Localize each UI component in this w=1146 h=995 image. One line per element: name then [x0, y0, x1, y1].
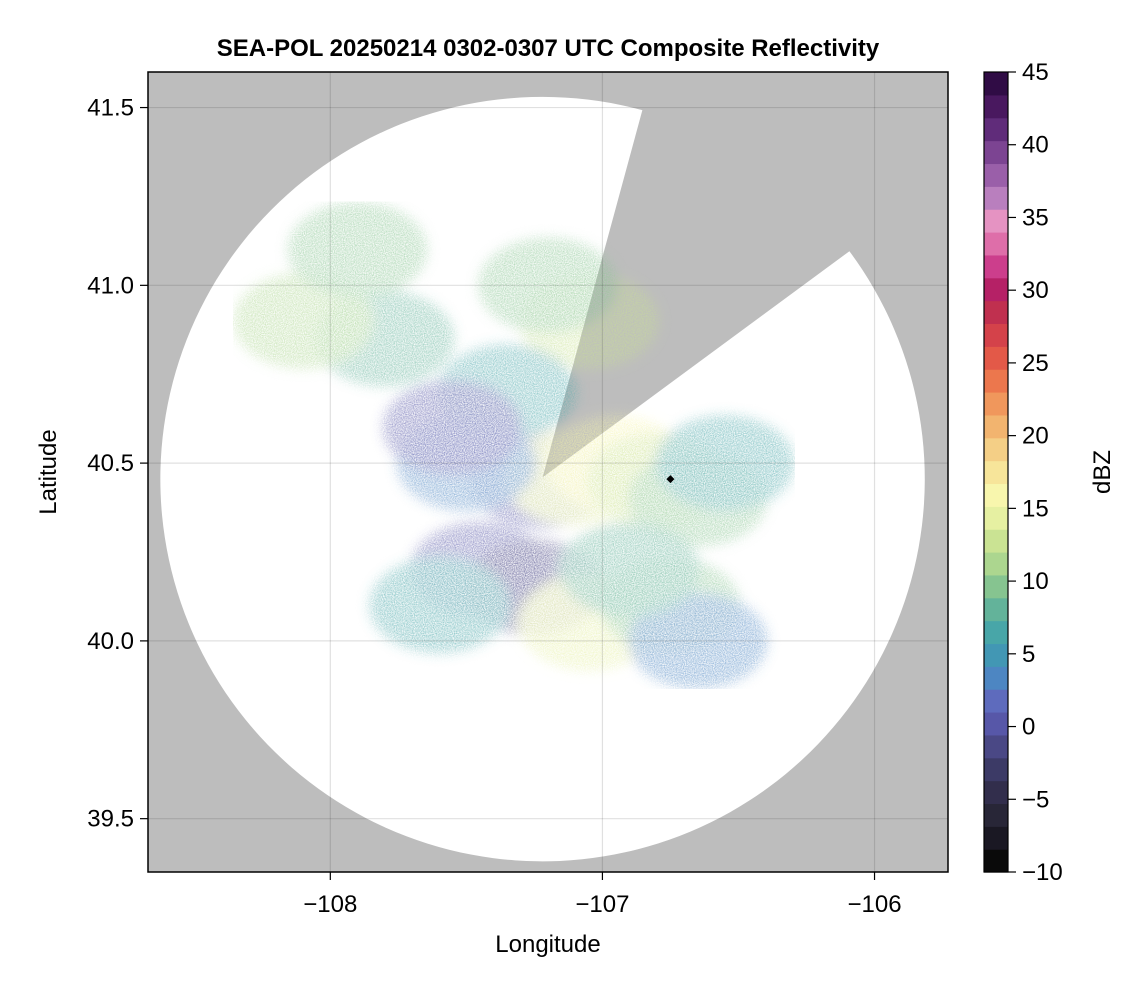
colorbar-segment — [984, 506, 1008, 530]
colorbar-segment — [984, 300, 1008, 325]
colorbar-segment — [984, 72, 1008, 96]
colorbar-segment — [984, 574, 1008, 599]
echo-cell-5 — [654, 415, 795, 512]
colorbar-segment — [984, 826, 1008, 850]
colorbar-tick-label: 5 — [1022, 641, 1035, 668]
colorbar-tick-label: −10 — [1022, 859, 1063, 886]
colorbar-segment — [984, 254, 1008, 279]
colorbar-frame — [983, 71, 1009, 873]
echo-cell-15 — [627, 592, 768, 689]
colorbar-segment — [984, 94, 1008, 119]
colorbar-segment — [984, 232, 1008, 256]
y-axis-label: Latitude — [35, 429, 62, 514]
chart-title: SEA-POL 20250214 0302-0307 UTC Composite… — [217, 35, 880, 62]
colorbar-segment — [984, 712, 1008, 736]
colorbar-segment — [984, 620, 1008, 645]
y-tick-label: 41.0 — [87, 272, 134, 299]
colorbar-tick-label: −5 — [1022, 786, 1049, 813]
colorbar-segment — [984, 529, 1008, 553]
colorbar-tick-label: 15 — [1022, 495, 1049, 522]
colorbar-tick-label: 20 — [1022, 423, 1049, 450]
colorbar-segment — [984, 414, 1008, 439]
echo-cell-17 — [369, 557, 510, 654]
colorbar-segment — [984, 689, 1008, 713]
colorbar-segment — [984, 346, 1008, 370]
colorbar-segment — [984, 849, 1008, 873]
echo-cell-10 — [382, 379, 523, 476]
colorbar-tick-label: 45 — [1022, 59, 1049, 86]
colorbar-segment — [984, 803, 1008, 827]
colorbar-tick-label: 30 — [1022, 277, 1049, 304]
colorbar-segment — [984, 666, 1008, 690]
y-axis: 39.5 40.0 40.5 41.0 41.5 — [87, 95, 148, 833]
colorbar-tick-label: 0 — [1022, 714, 1035, 741]
colorbar-segment — [984, 369, 1008, 393]
x-tick-label: −108 — [303, 891, 357, 918]
site-marker — [666, 475, 675, 484]
x-axis-label: Longitude — [495, 931, 600, 958]
colorbar-segment — [984, 209, 1008, 233]
colorbar-segment — [984, 643, 1008, 667]
colorbar-segment — [984, 734, 1008, 759]
colorbar-segment — [984, 552, 1008, 576]
y-tick-label: 39.5 — [87, 806, 134, 833]
y-tick-label: 41.5 — [87, 95, 134, 122]
marker-layer — [666, 475, 675, 484]
colorbar-segment — [984, 186, 1008, 210]
y-tick-label: 40.5 — [87, 450, 134, 477]
echo-cell-16 — [559, 521, 700, 618]
colorbar-segment — [984, 780, 1008, 805]
colorbar-segment — [984, 277, 1008, 302]
plot-frame — [147, 71, 949, 873]
x-tick-label: −107 — [575, 891, 629, 918]
echo-layer — [233, 201, 795, 689]
colorbar-label: dBZ — [1089, 450, 1116, 494]
colorbar: −10 −5 0 5 10 15 20 25 30 35 40 45 — [983, 59, 1063, 886]
echo-cell-7 — [478, 237, 618, 334]
colorbar-segment — [984, 757, 1008, 782]
y-tick-label: 40.0 — [87, 628, 134, 655]
colorbar-tick-label: 40 — [1022, 132, 1049, 159]
colorbar-segment — [984, 483, 1008, 507]
colorbar-segment — [984, 323, 1008, 347]
grid-lines — [148, 72, 948, 872]
colorbar-tick-label: 10 — [1022, 568, 1049, 595]
colorbar-segment — [984, 392, 1008, 416]
colorbar-segment — [984, 117, 1008, 142]
echo-cell-20 — [287, 201, 428, 298]
colorbar-segment — [984, 163, 1008, 187]
colorbar-segment — [984, 140, 1008, 165]
x-axis: −108 −107 −106 — [303, 872, 902, 918]
echo-cell-19 — [233, 272, 374, 369]
echo-blobs — [233, 201, 795, 689]
colorbar-segment — [984, 597, 1008, 622]
colorbar-tick-label: 35 — [1022, 204, 1049, 231]
plot-area — [148, 72, 948, 872]
colorbar-segment — [984, 460, 1008, 485]
colorbar-tick-label: 25 — [1022, 350, 1049, 377]
x-tick-label: −106 — [847, 891, 901, 918]
colorbar-segment — [984, 437, 1008, 462]
